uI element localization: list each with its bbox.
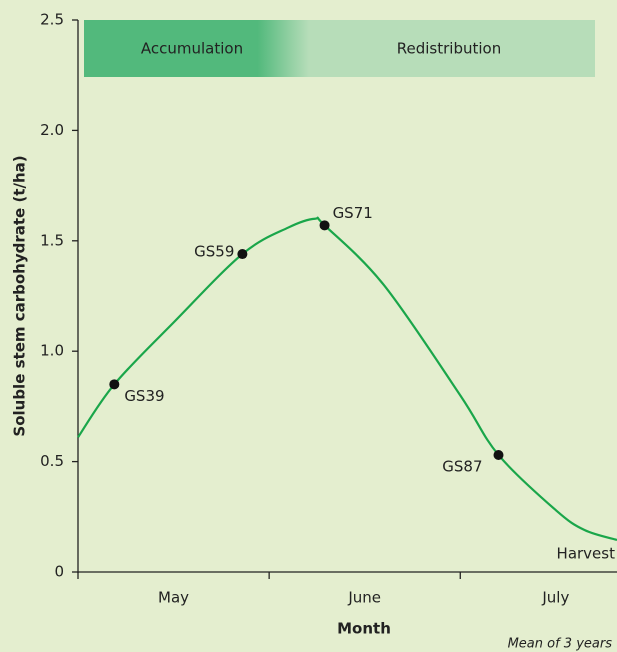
x-tick-label: July xyxy=(541,589,569,607)
stage-label: GS71 xyxy=(333,204,373,222)
x-tick-label: June xyxy=(347,589,381,607)
curve xyxy=(77,216,617,542)
stage-label: GS59 xyxy=(194,243,234,261)
end-label: Harvest xyxy=(557,545,616,563)
phase-band xyxy=(84,20,595,77)
stage-point xyxy=(319,220,330,231)
stage-point xyxy=(237,249,248,260)
note: Mean of 3 years xyxy=(508,637,613,652)
stage-label: GS39 xyxy=(124,387,164,405)
y-tick-label: 2.0 xyxy=(40,121,64,139)
x-axis-title: Month xyxy=(337,620,391,638)
stage-point xyxy=(493,449,504,460)
phase-label: Redistribution xyxy=(397,40,501,58)
y-axis-title: Soluble stem carbohydrate (t/ha) xyxy=(11,155,29,436)
y-tick-label: 0.5 xyxy=(40,452,64,470)
phase-label: Accumulation xyxy=(141,40,243,58)
y-tick-label: 0 xyxy=(54,563,64,581)
y-tick-label: 2.5 xyxy=(40,11,64,29)
x-tick-label: May xyxy=(158,589,189,607)
stage-label: GS87 xyxy=(442,457,482,475)
y-tick-label: 1.5 xyxy=(40,231,64,249)
y-tick-label: 1.0 xyxy=(40,342,64,360)
stage-point xyxy=(109,379,120,390)
